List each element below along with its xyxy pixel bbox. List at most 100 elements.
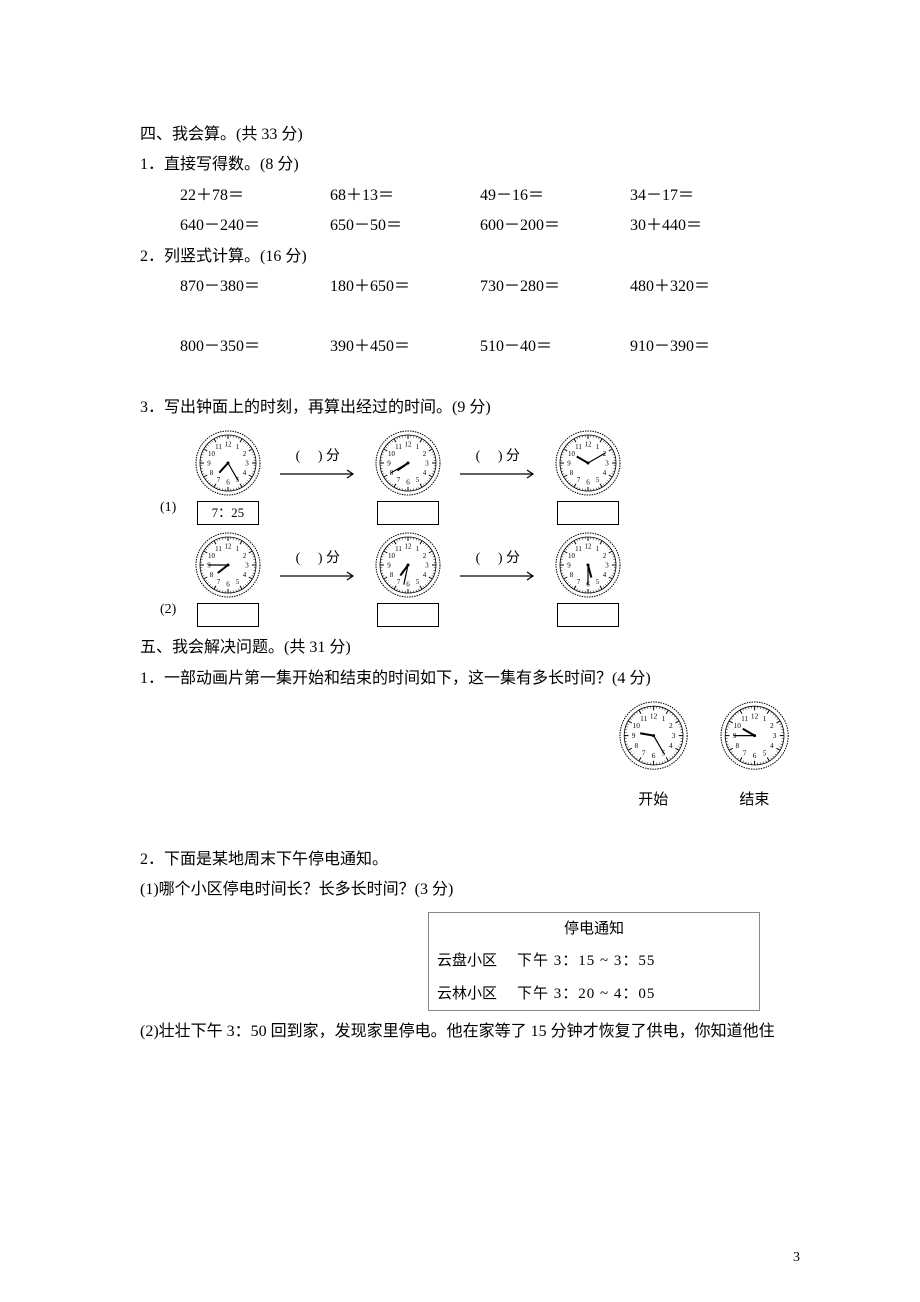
eq: 870－380＝ [180, 272, 330, 302]
clock-row: (1) 121234567891011 7：25( ) 分 1212345678… [160, 429, 780, 525]
s4-q1-row2: 640－240＝ 650－50＝ 600－200＝ 30＋440＝ [180, 211, 780, 241]
svg-text:5: 5 [763, 748, 767, 757]
row-label: (2) [160, 597, 180, 628]
svg-text:3: 3 [425, 562, 429, 570]
notice-row: 云盘小区 下午 3：15 ~ 3：55 [429, 945, 759, 978]
svg-text:3: 3 [605, 460, 609, 468]
svg-text:3: 3 [671, 731, 675, 740]
svg-text:11: 11 [215, 545, 222, 553]
answer-box [197, 603, 259, 627]
eq: 600－200＝ [480, 211, 630, 241]
svg-text:7: 7 [397, 476, 401, 484]
answer-box: 7：25 [197, 501, 259, 525]
svg-text:9: 9 [387, 460, 391, 468]
svg-text:6: 6 [226, 581, 230, 589]
svg-text:11: 11 [575, 545, 582, 553]
svg-text:4: 4 [770, 741, 774, 750]
arrow-label: ( ) 分 [476, 449, 520, 464]
page-number: 3 [793, 1245, 800, 1272]
s4-q2-row1: 870－380＝ 180＋650＝ 730－280＝ 480＋320＝ [180, 272, 780, 302]
s5-q2-prompt: 2．下面是某地周末下午停电通知。 [140, 845, 780, 875]
section4-title: 四、我会算。(共 33 分) [140, 120, 780, 150]
svg-text:7: 7 [397, 578, 401, 586]
svg-text:4: 4 [423, 571, 427, 579]
svg-text:11: 11 [395, 443, 402, 451]
svg-text:1: 1 [416, 545, 420, 553]
arrow-block: ( ) 分 [455, 551, 540, 606]
svg-text:2: 2 [770, 721, 774, 730]
svg-text:11: 11 [741, 714, 748, 723]
svg-text:4: 4 [243, 571, 247, 579]
svg-text:8: 8 [735, 741, 739, 750]
power-outage-notice: 停电通知 云盘小区 下午 3：15 ~ 3：55 云林小区 下午 3：20 ~ … [428, 912, 760, 1012]
row-label: (1) [160, 495, 180, 526]
svg-text:12: 12 [404, 543, 412, 551]
svg-text:6: 6 [406, 581, 410, 589]
svg-text:8: 8 [210, 571, 214, 579]
svg-text:1: 1 [661, 714, 665, 723]
svg-text:11: 11 [395, 545, 402, 553]
end-label: 结束 [739, 786, 769, 815]
svg-text:12: 12 [650, 711, 658, 720]
svg-text:9: 9 [387, 562, 391, 570]
svg-text:5: 5 [596, 476, 600, 484]
svg-text:7: 7 [641, 748, 645, 757]
answer-box [377, 603, 439, 627]
s4-q2-row2: 800－350＝ 390＋450＝ 510－40＝ 910－390＝ [180, 332, 780, 362]
s5-q1-clocks: 121234567891011 开始 121234567891011 结束 [140, 700, 790, 815]
svg-text:11: 11 [575, 443, 582, 451]
svg-text:4: 4 [603, 469, 607, 477]
eq: 480＋320＝ [630, 272, 780, 302]
clock-block: 121234567891011 7：25 [180, 429, 275, 525]
clock-icon: 121234567891011 [374, 429, 442, 497]
svg-text:10: 10 [208, 450, 216, 458]
svg-text:5: 5 [416, 476, 420, 484]
svg-text:1: 1 [236, 443, 240, 451]
svg-text:6: 6 [406, 479, 410, 487]
answer-box [557, 603, 619, 627]
svg-text:1: 1 [763, 714, 767, 723]
s5-q2-sub1: (1)哪个小区停电时间长？长多长时间？(3 分) [140, 875, 780, 905]
clock-block: 121234567891011 [360, 429, 455, 525]
svg-text:10: 10 [568, 450, 576, 458]
svg-text:3: 3 [605, 562, 609, 570]
arrow-label: ( ) 分 [296, 449, 340, 464]
svg-text:9: 9 [207, 460, 211, 468]
svg-text:7: 7 [743, 748, 747, 757]
arrow-right-icon [460, 569, 535, 583]
arrow-right-icon [280, 569, 355, 583]
svg-text:8: 8 [570, 571, 574, 579]
svg-text:7: 7 [577, 578, 581, 586]
svg-text:4: 4 [603, 571, 607, 579]
answer-box [557, 501, 619, 525]
eq: 510－40＝ [480, 332, 630, 362]
svg-text:10: 10 [388, 450, 396, 458]
svg-text:9: 9 [631, 731, 635, 740]
clock-icon: 121234567891011 [554, 429, 622, 497]
svg-text:2: 2 [603, 552, 607, 560]
svg-text:2: 2 [243, 450, 247, 458]
svg-text:2: 2 [423, 450, 427, 458]
svg-text:6: 6 [651, 751, 655, 760]
time: 下午 3：20 ~ 4：05 [517, 980, 751, 1009]
svg-text:3: 3 [245, 562, 249, 570]
time: 下午 3：15 ~ 3：55 [517, 947, 751, 976]
s4-q2-prompt: 2．列竖式计算。(16 分) [140, 242, 780, 272]
arrow-right-icon [460, 467, 535, 481]
svg-text:1: 1 [596, 545, 600, 553]
answer-box [377, 501, 439, 525]
clock-row: (2) 121234567891011 ( ) 分 12123456789101… [160, 531, 780, 627]
s5-q1-prompt: 1．一部动画片第一集开始和结束的时间如下，这一集有多长时间？(4 分) [140, 664, 780, 694]
svg-text:5: 5 [416, 578, 420, 586]
eq: 800－350＝ [180, 332, 330, 362]
svg-text:8: 8 [634, 741, 638, 750]
svg-text:1: 1 [236, 545, 240, 553]
svg-text:2: 2 [243, 552, 247, 560]
svg-text:6: 6 [753, 751, 757, 760]
svg-text:3: 3 [245, 460, 249, 468]
notice-row: 云林小区 下午 3：20 ~ 4：05 [429, 978, 759, 1011]
svg-text:12: 12 [751, 711, 759, 720]
area: 云林小区 [437, 980, 517, 1009]
clock-icon: 121234567891011 [194, 531, 262, 599]
eq: 49－16＝ [480, 181, 630, 211]
